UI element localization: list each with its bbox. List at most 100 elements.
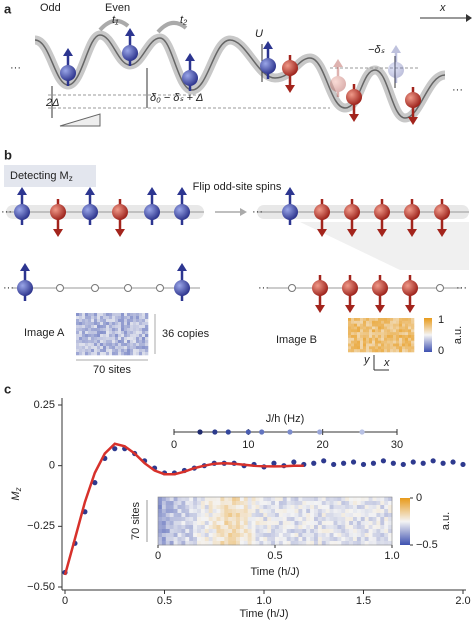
spin-arrow-head (315, 305, 325, 313)
pixel (376, 525, 381, 530)
pixel (408, 320, 412, 324)
pixel (91, 340, 95, 344)
pixel (259, 513, 264, 518)
axis-y-label: y (363, 354, 371, 366)
pixel (109, 343, 113, 347)
pixel (387, 329, 391, 333)
pixel (251, 505, 256, 510)
pixel (381, 326, 385, 330)
pixel (121, 337, 125, 341)
pixel (142, 328, 146, 332)
pixel (181, 501, 186, 506)
pixel (177, 497, 182, 502)
pixel (393, 332, 397, 336)
pixel (411, 346, 415, 350)
pixel (255, 533, 260, 538)
pixel (103, 352, 107, 356)
pixel (106, 337, 110, 341)
pixel (100, 316, 104, 320)
pixel (197, 525, 202, 530)
pixel (130, 316, 134, 320)
pixel (121, 334, 125, 338)
pixel (349, 533, 354, 538)
pixel (100, 322, 104, 326)
pixel (351, 318, 355, 322)
pixel (317, 525, 323, 530)
pixel (337, 505, 342, 510)
pixel (369, 329, 373, 333)
pixel (363, 337, 367, 341)
pixel (177, 525, 182, 530)
pixel (130, 313, 134, 317)
data-point (370, 460, 377, 466)
pixel (271, 497, 276, 502)
pixel (177, 533, 182, 538)
pixel (360, 525, 365, 530)
pixel (185, 497, 190, 502)
pixel (161, 529, 167, 534)
pixel (165, 541, 170, 546)
pixel (224, 505, 229, 510)
pixel (267, 525, 272, 530)
pixel (106, 328, 110, 332)
pixel (109, 313, 113, 317)
pixel (286, 497, 291, 502)
pixel (321, 505, 326, 510)
pixel (76, 349, 80, 353)
frequency-tick-label: 0 (171, 439, 177, 451)
y-tick-label: −0.50 (27, 581, 55, 593)
pixel (341, 505, 346, 510)
pixel (294, 501, 299, 506)
pixel (130, 340, 134, 344)
pixel (158, 529, 163, 534)
data-point (350, 459, 357, 465)
pixel (317, 505, 323, 510)
pixel (85, 325, 89, 329)
spin-arrow-head (53, 229, 63, 237)
pixel (251, 497, 256, 502)
detecting-box (4, 165, 96, 187)
pixel (115, 346, 119, 350)
pixel (381, 323, 385, 327)
pixel (79, 349, 83, 353)
atom (346, 89, 362, 105)
pixel (294, 537, 299, 542)
pixel (333, 533, 338, 538)
pixel (97, 352, 101, 356)
pixel (118, 334, 122, 338)
pixel (368, 537, 373, 542)
pixel (79, 352, 83, 356)
pixel (271, 537, 276, 542)
pixel (165, 521, 170, 526)
pixel (76, 331, 80, 335)
pixel (85, 349, 89, 353)
pixel (158, 509, 163, 514)
pixel (341, 517, 346, 522)
pixel (341, 525, 346, 530)
pixel (282, 505, 287, 510)
pixel (356, 533, 362, 538)
pixel (357, 335, 361, 339)
pixel (321, 517, 326, 522)
t1-label: t₁ (112, 14, 119, 26)
pixel (239, 541, 245, 546)
atom (112, 204, 128, 220)
pixel (115, 325, 119, 329)
pixel (124, 343, 128, 347)
pixel (100, 328, 104, 332)
pixel (100, 313, 104, 317)
pixel (145, 319, 149, 323)
pixel (85, 331, 89, 335)
pixel (298, 497, 303, 502)
pixel (97, 337, 101, 341)
pixel (380, 505, 385, 510)
pixel (360, 349, 364, 353)
pixel (208, 525, 213, 530)
pixel (103, 322, 107, 326)
pixel (228, 509, 233, 514)
pixel (100, 325, 104, 329)
pixel (345, 505, 350, 510)
pixel (88, 352, 92, 356)
pixel (79, 334, 83, 338)
